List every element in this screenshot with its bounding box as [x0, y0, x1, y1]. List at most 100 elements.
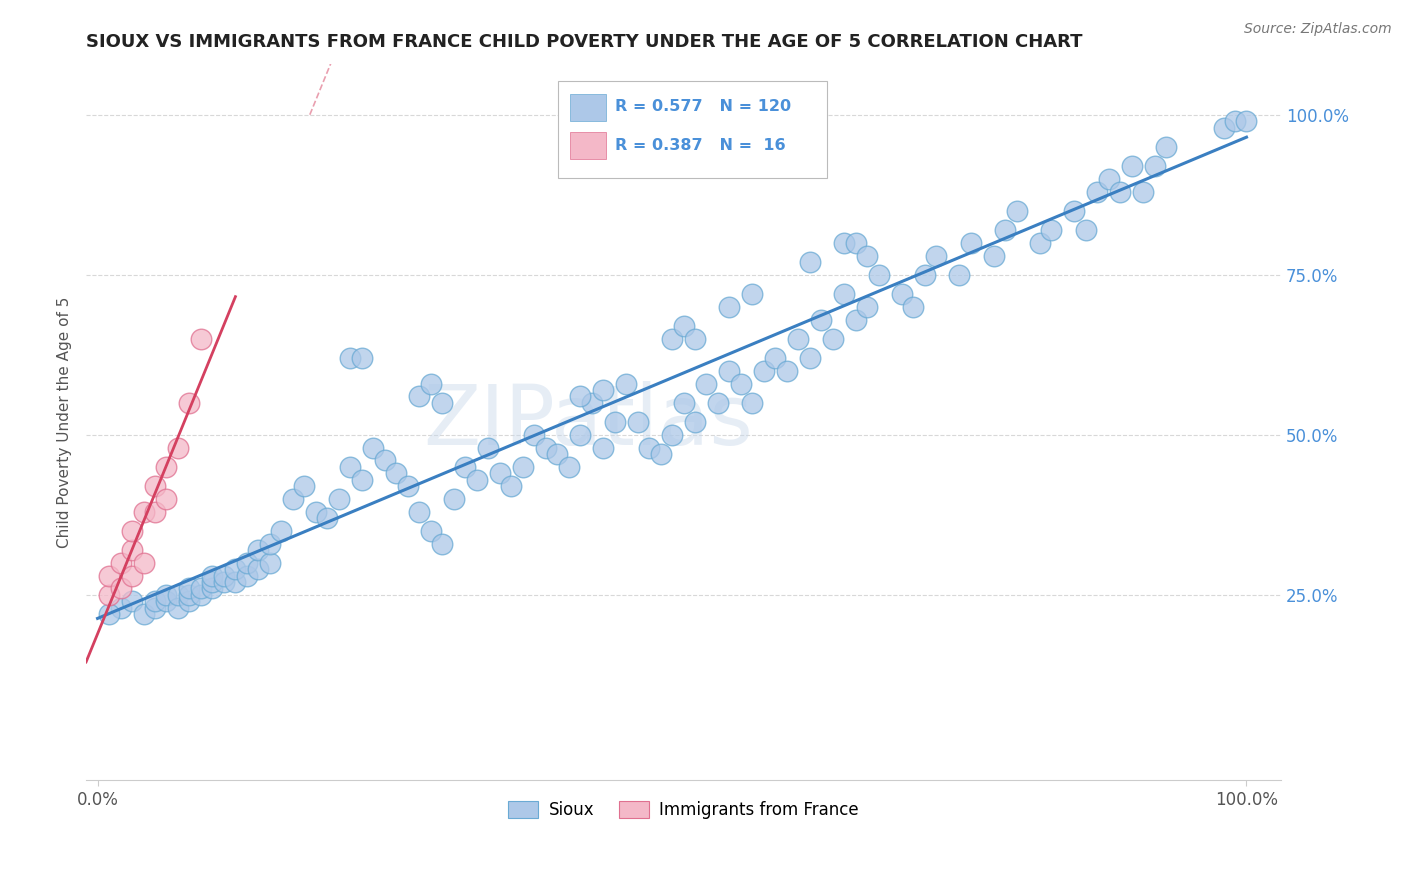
Point — [110, 582, 132, 596]
Point — [834, 235, 856, 250]
Y-axis label: Child Poverty Under the Age of 5: Child Poverty Under the Age of 5 — [58, 296, 72, 548]
Point — [224, 562, 246, 576]
Point — [155, 588, 177, 602]
Point — [408, 389, 430, 403]
Point — [799, 351, 821, 365]
Point — [419, 376, 441, 391]
Point — [292, 479, 315, 493]
Point — [1074, 223, 1097, 237]
Point — [167, 600, 190, 615]
Point — [868, 268, 890, 282]
Point — [534, 441, 557, 455]
Point — [224, 574, 246, 589]
Point — [741, 395, 763, 409]
Point — [959, 235, 981, 250]
Point — [179, 588, 201, 602]
Point — [155, 459, 177, 474]
Point — [110, 600, 132, 615]
Point — [143, 600, 166, 615]
Point — [350, 473, 373, 487]
Point — [259, 556, 281, 570]
Point — [1028, 235, 1050, 250]
Text: R = 0.577   N = 120: R = 0.577 N = 120 — [616, 99, 792, 114]
Point — [350, 351, 373, 365]
Point — [121, 594, 143, 608]
Point — [98, 607, 121, 621]
Point — [672, 318, 695, 333]
FancyBboxPatch shape — [569, 94, 606, 120]
Point — [143, 479, 166, 493]
Text: Source: ZipAtlas.com: Source: ZipAtlas.com — [1244, 22, 1392, 37]
Point — [465, 473, 488, 487]
Point — [190, 582, 212, 596]
Point — [305, 504, 328, 518]
Point — [98, 568, 121, 582]
Point — [1154, 139, 1177, 153]
Point — [730, 376, 752, 391]
Point — [718, 300, 741, 314]
Point — [683, 332, 706, 346]
Point — [190, 588, 212, 602]
Point — [432, 536, 454, 550]
Point — [638, 441, 661, 455]
Point — [512, 459, 534, 474]
Point — [523, 427, 546, 442]
Point — [477, 441, 499, 455]
Point — [592, 383, 614, 397]
Text: SIOUX VS IMMIGRANTS FROM FRANCE CHILD POVERTY UNDER THE AGE OF 5 CORRELATION CHA: SIOUX VS IMMIGRANTS FROM FRANCE CHILD PO… — [86, 33, 1083, 51]
Point — [339, 459, 361, 474]
Point — [650, 447, 672, 461]
Point — [443, 491, 465, 506]
Point — [810, 312, 832, 326]
Point — [1121, 159, 1143, 173]
Point — [695, 376, 717, 391]
Point — [132, 607, 155, 621]
Point — [1143, 159, 1166, 173]
Point — [994, 223, 1017, 237]
Point — [683, 415, 706, 429]
Point — [799, 255, 821, 269]
Point — [143, 594, 166, 608]
Point — [363, 441, 385, 455]
Point — [569, 427, 592, 442]
Point — [385, 466, 408, 480]
Point — [201, 574, 224, 589]
Point — [247, 562, 270, 576]
Point — [1085, 185, 1108, 199]
Point — [155, 491, 177, 506]
Point — [339, 351, 361, 365]
Point — [821, 332, 844, 346]
Point — [270, 524, 292, 538]
Text: ZIPatlas: ZIPatlas — [423, 382, 752, 462]
Point — [236, 568, 259, 582]
Point — [121, 542, 143, 557]
Point — [1212, 120, 1234, 135]
Point — [557, 459, 579, 474]
Point — [856, 248, 879, 262]
Point — [948, 268, 970, 282]
Point — [834, 286, 856, 301]
Point — [603, 415, 626, 429]
Point — [741, 286, 763, 301]
Point — [1005, 203, 1028, 218]
Point — [155, 594, 177, 608]
FancyBboxPatch shape — [569, 132, 606, 159]
Point — [765, 351, 787, 365]
Point — [488, 466, 510, 480]
Point — [121, 568, 143, 582]
Point — [374, 453, 396, 467]
Point — [914, 268, 936, 282]
Point — [236, 556, 259, 570]
Point — [259, 536, 281, 550]
FancyBboxPatch shape — [558, 81, 827, 178]
Point — [201, 568, 224, 582]
Point — [614, 376, 637, 391]
Point — [672, 395, 695, 409]
Point — [546, 447, 568, 461]
Point — [247, 542, 270, 557]
Point — [776, 364, 799, 378]
Point — [845, 235, 868, 250]
Point — [925, 248, 948, 262]
Point — [718, 364, 741, 378]
Point — [167, 588, 190, 602]
